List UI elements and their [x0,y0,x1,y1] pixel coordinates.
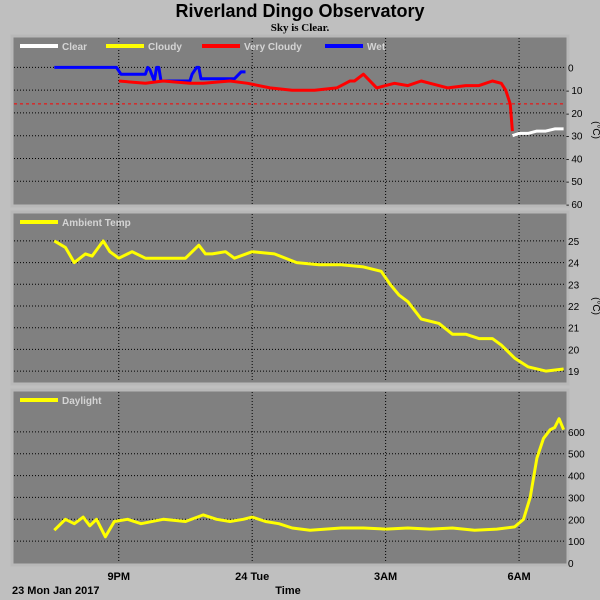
daylight-panel: 600 500 400 300 200 100 0 Daylight [10,388,585,570]
sky-ytick-label: - 50 [566,177,583,188]
ambient-ytick-label: 22 [566,302,580,313]
x-tick-label-24-tue: 24 Tue [235,571,269,583]
daylight-plot-area [10,388,570,567]
daylight-ytick-label: 600 [566,428,585,439]
sky-panel: 0 - 10 - 20 - 30 - 40 - 50 - 60 (°C) Clear Cloudy… [10,34,600,211]
sky-series-clear [511,127,564,138]
sky-ytick-label: - 20 [566,109,583,120]
sky-plot-area [10,34,570,208]
sky-ytick-label: - 30 [566,132,583,143]
ambient-ytick-label: 23 [566,280,580,291]
daylight-ytick-label: 500 [566,450,585,461]
ambient-ytick-label: 25 [566,237,580,248]
legend-label-clear: Clear [62,42,87,53]
sky-ytick-label: - 60 [566,200,583,211]
chart-title: Riverland Dingo Observatory [175,1,425,21]
x-tick-label-3am: 3AM [374,571,397,583]
ambient-series-ambient-temp [53,239,564,373]
x-axis-label: Time [275,585,300,597]
sky-ytick-label: - 10 [566,86,583,97]
daylight-ytick-label: 400 [566,472,585,483]
legend-label-very-cloudy: Very Cloudy [244,42,302,53]
daylight-ytick-label: 0 [566,559,574,570]
sky-status-text: Sky is Clear. [270,22,330,34]
daylight-ytick-label: 300 [566,493,585,504]
chart-panels: 0 - 10 - 20 - 30 - 40 - 50 - 60 (°C) Clear Cloudy… [10,34,600,570]
ambient-ytick-label: 21 [566,324,580,335]
ambient-panel: 25 24 23 22 21 20 19 (°C) Ambient Temp [10,210,600,386]
ambient-ytick-label: 19 [566,367,580,378]
ambient-plot-area [10,210,570,386]
daylight-ytick-label: 200 [566,515,585,526]
daylight-ytick-label: 100 [566,537,585,548]
x-tick-label-9pm: 9PM [107,571,130,583]
x-axis: 9PM 24 Tue 3AM 6AM 23 Mon Jan 2017 Time [12,571,531,597]
sky-series-very-cloudy [118,72,514,132]
legend-label-daylight: Daylight [62,396,102,407]
sky-ytick-label: 0 [566,63,574,74]
sky-ytick-label: - 40 [566,154,583,165]
ambient-ytick-label: 24 [566,259,580,270]
sky-y-axis-label: (°C) [590,121,600,139]
daylight-series-daylight [53,417,565,539]
legend-label-wet: Wet [367,42,386,53]
x-start-date-label: 23 Mon Jan 2017 [12,585,99,597]
ambient-ytick-label: 20 [566,345,580,356]
legend-label-cloudy: Cloudy [148,42,182,53]
legend-label-ambient-temp: Ambient Temp [62,218,131,229]
ambient-y-axis-label: (°C) [590,297,600,315]
x-tick-label-6am: 6AM [507,571,530,583]
